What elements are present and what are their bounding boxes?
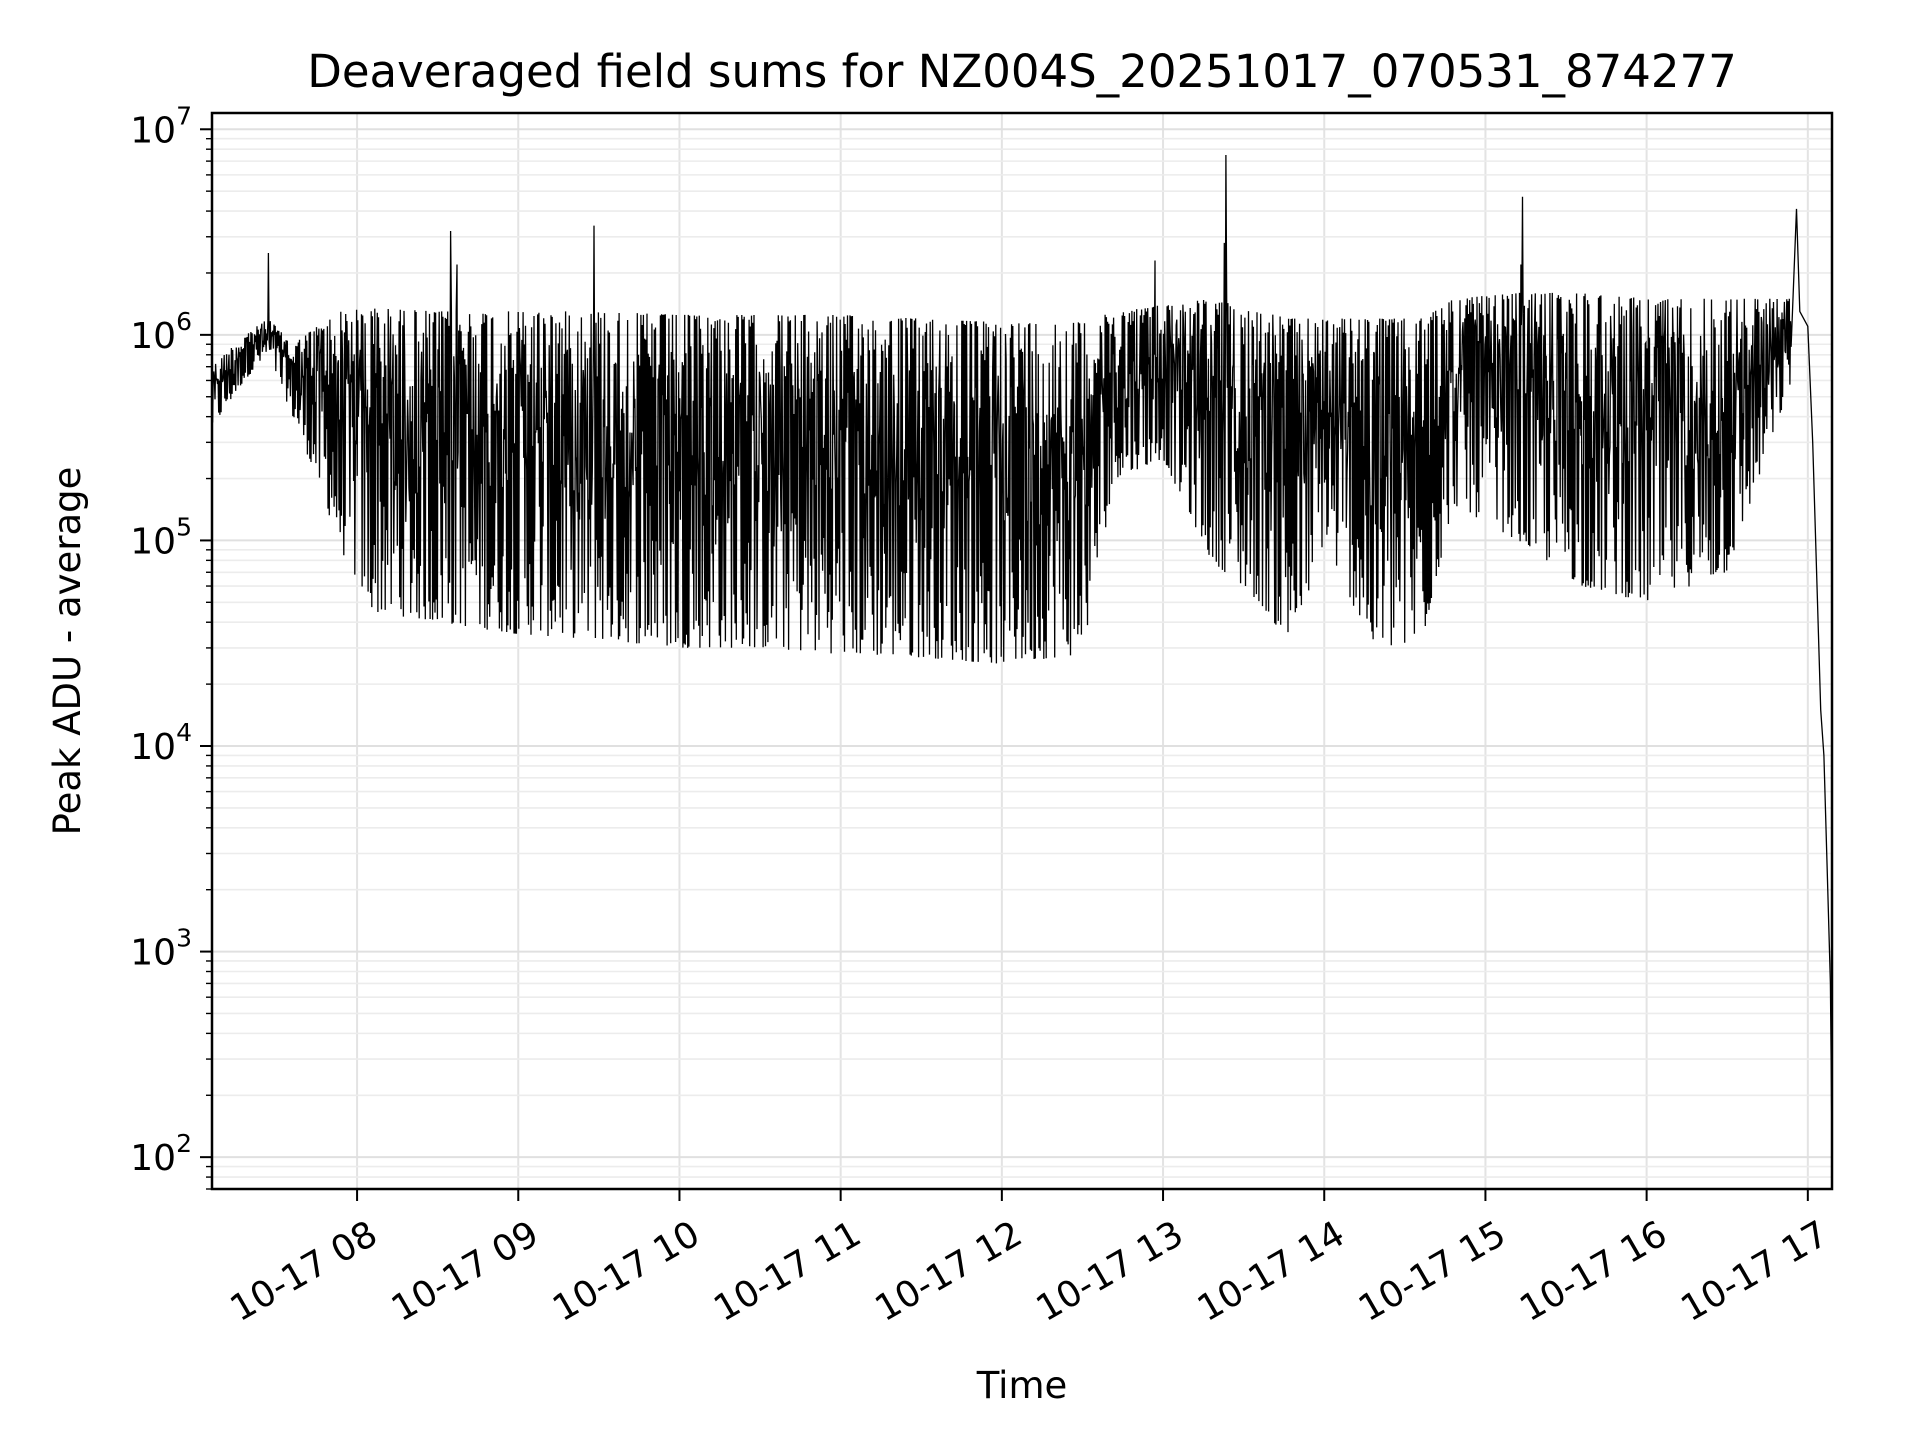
y-tick-label-exponent: 6	[176, 307, 192, 336]
x-axis-label: Time	[976, 1364, 1068, 1407]
y-tick-label-base: 10	[130, 316, 176, 357]
y-tick-label: 107	[130, 101, 192, 151]
y-tick-label: 102	[130, 1129, 192, 1179]
y-tick-label-exponent: 5	[176, 512, 192, 541]
y-tick-label-exponent: 7	[176, 101, 192, 130]
y-axis-label: Peak ADU - average	[46, 467, 89, 836]
y-tick-label-base: 10	[130, 1138, 176, 1179]
y-tick-label-exponent: 4	[176, 718, 192, 747]
y-tick-label-exponent: 2	[176, 1129, 192, 1158]
y-tick-label-base: 10	[130, 933, 176, 974]
y-tick-label: 104	[130, 718, 192, 768]
series-line-peak-adu	[211, 154, 1833, 1149]
y-tick-label-exponent: 3	[176, 924, 192, 953]
y-tick-label-base: 10	[130, 727, 176, 768]
plot-area-frame	[210, 111, 1834, 1191]
y-tick-label: 106	[130, 307, 192, 357]
chart-title: Deaveraged field sums for NZ004S_2025101…	[307, 45, 1737, 98]
y-tick-label: 105	[130, 512, 192, 562]
series-line-layer	[211, 154, 1833, 1149]
y-tick-label-base: 10	[130, 110, 176, 151]
y-tick-label-base: 10	[130, 521, 176, 562]
y-tick-label: 103	[130, 924, 192, 974]
